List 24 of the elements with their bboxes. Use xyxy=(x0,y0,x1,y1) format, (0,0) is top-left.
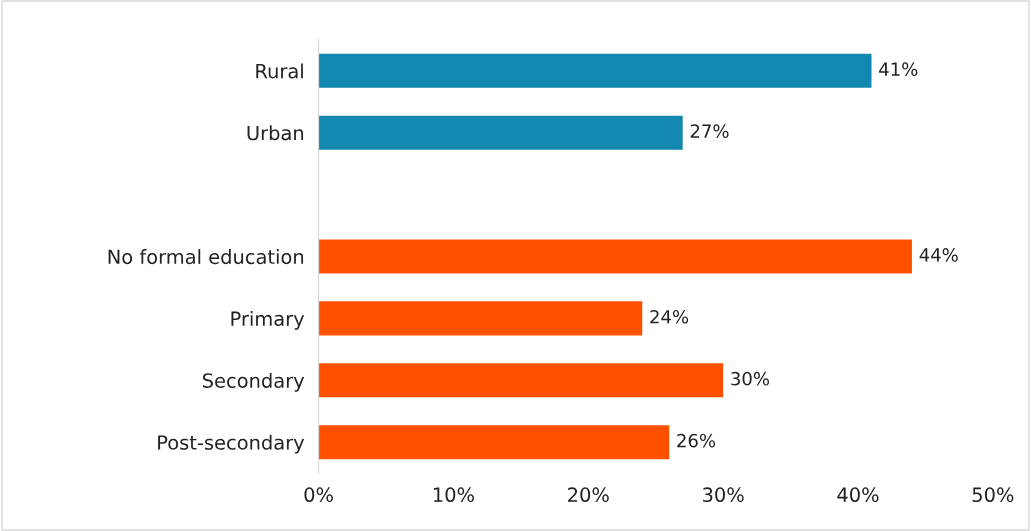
data-label: 24% xyxy=(650,309,689,324)
x-tick-label: 40% xyxy=(837,487,879,503)
data-label: 44% xyxy=(919,248,958,262)
y-tick-label: Secondary xyxy=(202,372,305,392)
bar xyxy=(318,363,724,398)
x-tick-label: 50% xyxy=(972,487,1014,503)
x-tick-label: 10% xyxy=(433,487,474,503)
data-label: 27% xyxy=(690,124,729,138)
bar xyxy=(318,301,643,336)
y-tick-label: No formal education xyxy=(108,249,304,265)
y-tick-label: Primary xyxy=(231,310,305,330)
x-tick-label: 20% xyxy=(568,487,609,503)
data-label: 41% xyxy=(879,62,918,77)
data-label: 26% xyxy=(677,433,716,448)
data-label: 30% xyxy=(731,371,770,386)
x-tick-label: 0% xyxy=(304,487,333,503)
bar xyxy=(318,425,670,460)
y-tick-label: Urban xyxy=(247,125,304,141)
y-tick-label: Rural xyxy=(256,63,303,79)
x-tick-label: 30% xyxy=(703,487,744,503)
bar xyxy=(318,53,872,88)
y-tick-label: Post-secondary xyxy=(158,434,305,454)
bar xyxy=(318,239,912,274)
bar xyxy=(318,115,683,150)
